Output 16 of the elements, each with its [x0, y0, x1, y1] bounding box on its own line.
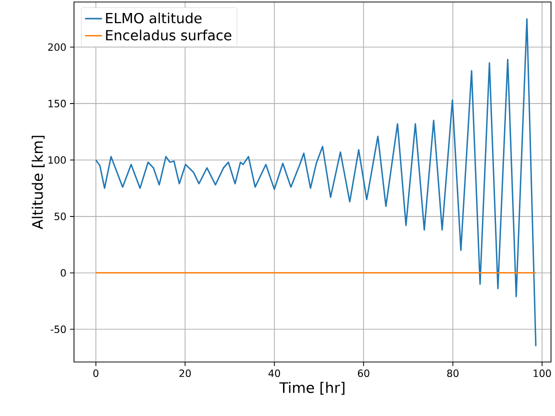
y-tick-label: 150	[48, 100, 66, 108]
y-tick-label: 50	[54, 212, 66, 220]
legend-label: ELMO altitude	[106, 12, 202, 24]
x-axis-title: Time [hr]	[279, 382, 344, 395]
legend-label: Enceladus surface	[106, 30, 232, 40]
x-tick-label: 20	[180, 370, 191, 378]
x-tick-label: 80	[447, 370, 459, 378]
y-tick-label: 200	[48, 43, 66, 51]
x-tick-label: 0	[93, 370, 98, 378]
x-tick-label: 40	[268, 370, 280, 378]
y-tick-label: 100	[48, 156, 66, 164]
y-axis-title: Altitude [km]	[32, 136, 45, 230]
x-tick-label: 60	[358, 370, 370, 378]
y-tick-label: 0	[60, 269, 66, 277]
x-tick-label: 100	[534, 370, 551, 378]
y-tick-label: -50	[50, 325, 66, 334]
